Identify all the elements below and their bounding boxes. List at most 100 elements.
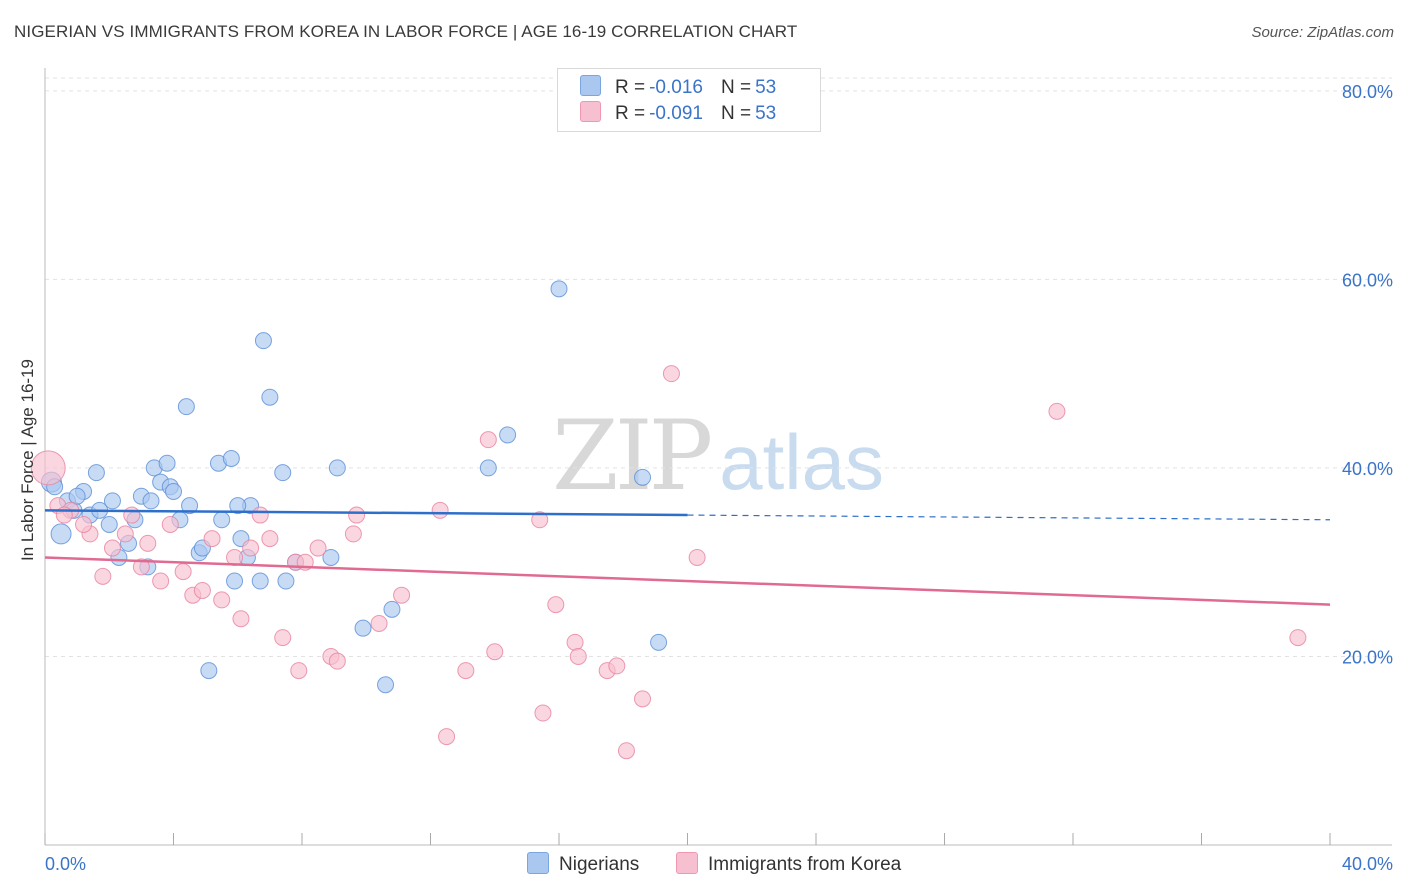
point-korea: [328, 652, 346, 670]
point-korea: [608, 657, 626, 675]
point-nigerians: [383, 600, 401, 618]
point-korea: [152, 572, 170, 590]
point-korea: [251, 506, 269, 524]
point-nigerians: [322, 548, 340, 566]
point-korea: [486, 643, 504, 661]
point-nigerians: [68, 487, 86, 505]
point-nigerians: [229, 497, 247, 515]
point-nigerians: [181, 497, 199, 515]
x-tick-label: 0.0%: [45, 854, 86, 874]
y-tick-label: 60.0%: [1342, 270, 1393, 290]
point-nigerians: [274, 464, 292, 482]
point-korea: [569, 647, 587, 665]
point-korea: [457, 662, 475, 680]
legend-item-korea[interactable]: Immigrants from Korea: [676, 852, 901, 876]
watermark-atlas: atlas: [719, 418, 884, 506]
point-nigerians: [100, 515, 118, 533]
point-korea: [132, 558, 150, 576]
y-tick-label: 20.0%: [1342, 647, 1393, 667]
legend-r-value: -0.091: [649, 103, 703, 124]
point-nigerians: [328, 459, 346, 477]
point-nigerians: [142, 492, 160, 510]
trendline-korea: [44, 556, 1331, 606]
point-korea: [290, 662, 308, 680]
point-korea: [1048, 402, 1066, 420]
point-nigerians: [377, 676, 395, 694]
point-nigerians: [634, 468, 652, 486]
point-korea: [479, 431, 497, 449]
point-korea: [688, 548, 706, 566]
point-korea: [309, 539, 327, 557]
source-label: Source: ZipAtlas.com: [1251, 24, 1394, 41]
legend-swatch-korea: [580, 101, 601, 122]
point-korea: [261, 530, 279, 548]
point-korea: [161, 515, 179, 533]
point-korea: [617, 742, 635, 760]
point-nigerians: [226, 572, 244, 590]
point-korea: [103, 539, 121, 557]
point-nigerians: [213, 511, 231, 529]
point-korea: [242, 539, 260, 557]
point-korea: [75, 515, 93, 533]
legend-n-value: 53: [755, 103, 777, 124]
point-nigerians: [261, 388, 279, 406]
point-korea: [634, 690, 652, 708]
trendline-extension-nigerians: [687, 514, 1331, 521]
point-nigerians: [222, 450, 240, 467]
point-korea: [213, 591, 231, 609]
x-tick-label: 40.0%: [1342, 854, 1393, 874]
y-tick-label: 40.0%: [1342, 459, 1393, 479]
point-korea: [232, 610, 250, 628]
point-nigerians: [200, 662, 218, 680]
point-nigerians: [354, 619, 372, 637]
y-axis-label: In Labor Force | Age 16-19: [18, 359, 37, 561]
legend-row-nigerians: R = -0.016 N = 53: [580, 75, 776, 101]
point-nigerians: [499, 426, 517, 444]
point-korea: [1289, 629, 1307, 647]
point-korea: [547, 596, 565, 614]
legend-n-value: 53: [755, 77, 777, 98]
legend-item-nigerians[interactable]: Nigerians: [527, 852, 639, 876]
chart-title: NIGERIAN VS IMMIGRANTS FROM KOREA IN LAB…: [14, 22, 798, 41]
legend-r-label: R =: [615, 77, 646, 98]
point-korea: [123, 506, 141, 524]
point-nigerians: [479, 459, 497, 477]
point-korea: [534, 704, 552, 722]
point-korea: [344, 525, 362, 543]
point-korea: [431, 501, 449, 519]
point-korea: [174, 563, 192, 581]
point-nigerians: [87, 464, 105, 482]
point-nigerians: [50, 523, 72, 545]
point-nigerians: [550, 280, 568, 298]
point-nigerians: [177, 398, 195, 416]
point-nigerians: [103, 492, 121, 510]
legend-n-label: N =: [720, 103, 752, 124]
point-korea: [94, 567, 112, 585]
point-korea: [116, 525, 134, 543]
series-legend: Nigerians Immigrants from Korea: [0, 850, 1406, 878]
watermark: ZIP atlas: [552, 400, 884, 512]
trendline-nigerians: [44, 509, 688, 517]
legend-swatch-korea: [676, 852, 698, 874]
point-korea: [274, 629, 292, 647]
point-korea: [662, 365, 680, 383]
point-korea: [370, 614, 388, 632]
point-korea: [348, 506, 366, 524]
point-nigerians: [158, 454, 176, 472]
point-korea: [438, 728, 456, 746]
point-nigerians: [165, 482, 182, 500]
legend-label-korea: Immigrants from Korea: [708, 854, 902, 875]
legend-label-nigerians: Nigerians: [559, 854, 640, 875]
point-nigerians: [277, 572, 295, 590]
stats-legend: R = -0.016 N = 53 R = -0.091 N = 53: [557, 68, 821, 132]
legend-row-korea: R = -0.091 N = 53: [580, 101, 776, 127]
point-korea: [193, 581, 211, 599]
legend-n-label: N =: [720, 77, 752, 98]
point-korea: [203, 530, 221, 548]
point-nigerians: [254, 332, 272, 350]
point-nigerians: [251, 572, 269, 590]
point-korea: [393, 586, 411, 604]
watermark-zip: ZIP: [552, 400, 713, 512]
legend-r-value: -0.016: [649, 77, 703, 98]
